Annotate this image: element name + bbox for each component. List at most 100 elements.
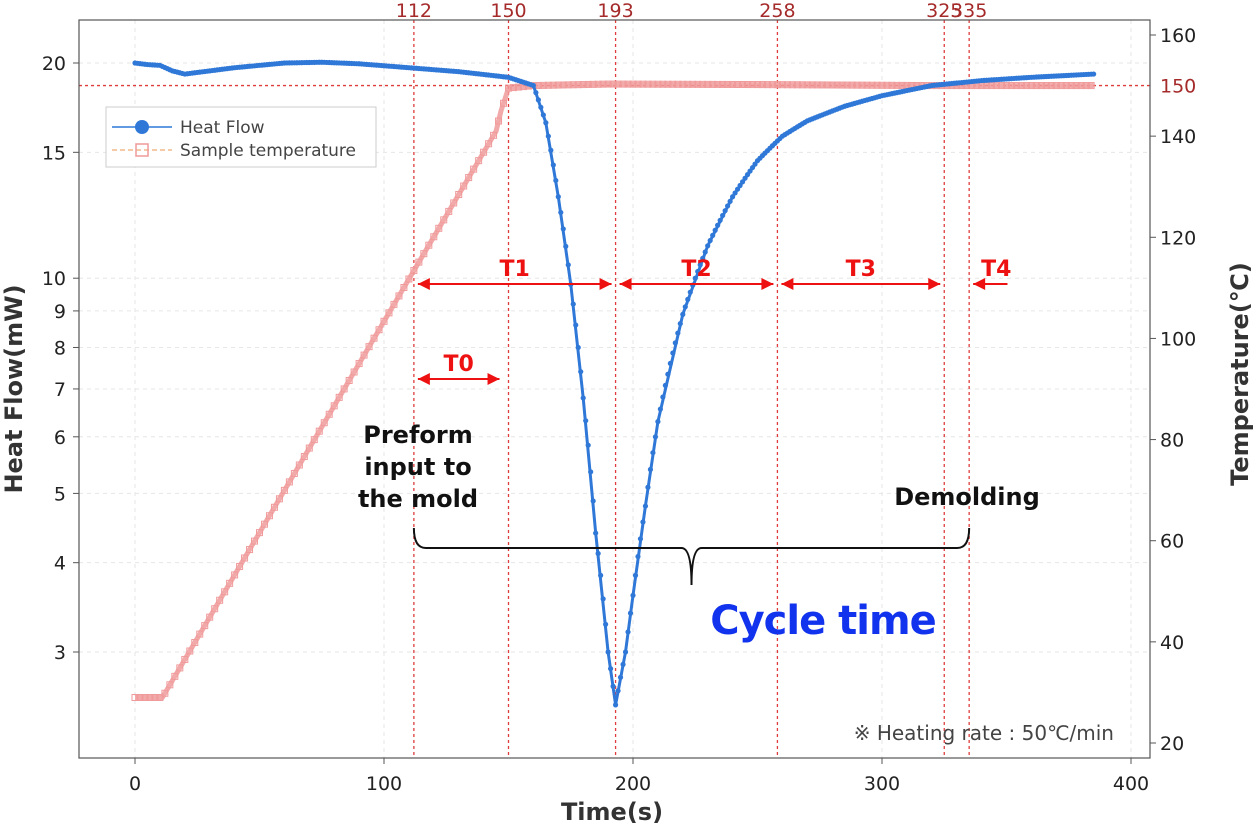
sample-temperature-point xyxy=(370,334,378,342)
sample-temperature-point xyxy=(1077,82,1085,90)
sample-temperature-point xyxy=(305,444,313,452)
sample-temperature-point xyxy=(1057,82,1065,90)
legend-heat-flow-marker xyxy=(135,120,149,134)
sample-temperature-point xyxy=(1042,82,1050,90)
interval-arrow-head-left xyxy=(417,278,430,290)
legend-heat-flow-label: Heat Flow xyxy=(180,118,265,138)
sample-temperature-point xyxy=(803,81,811,89)
heat-flow-point xyxy=(715,222,721,228)
heat-flow-point xyxy=(712,227,718,233)
sample-temperature-point xyxy=(191,639,199,647)
preform-label-line-1: Preform xyxy=(363,421,472,449)
sample-temperature-point xyxy=(1037,82,1045,90)
heat-flow-point xyxy=(734,186,741,192)
sample-temperature-point xyxy=(734,80,742,88)
y-tick-label: 5 xyxy=(54,483,66,505)
sample-temperature-point xyxy=(171,672,179,680)
sample-temperature-point xyxy=(574,81,582,89)
heat-flow-point xyxy=(680,311,686,317)
sample-temperature-point xyxy=(594,80,602,88)
sample-temperature-point xyxy=(873,81,881,89)
sample-temperature-point xyxy=(719,80,727,88)
interval-arrow-head-left xyxy=(781,278,794,290)
heat-flow-point xyxy=(700,255,706,261)
heat-flow-point xyxy=(670,350,676,356)
heat-flow-point xyxy=(530,82,537,89)
sample-temperature-point xyxy=(290,469,298,477)
heat-flow-point xyxy=(725,203,731,209)
sample-temperature-point xyxy=(893,81,901,89)
heat-flow-point xyxy=(570,301,576,307)
sample-temperature-point xyxy=(500,99,508,107)
sample-temperature-line xyxy=(135,81,1094,700)
sample-temperature-point xyxy=(823,81,831,89)
y2-tick-label: 100 xyxy=(1160,328,1196,350)
sample-temperature-point xyxy=(1007,82,1015,90)
heat-flow-point xyxy=(642,503,649,509)
interval-label: T4 xyxy=(981,257,1011,282)
sample-temperature-point xyxy=(714,80,722,88)
heat-flow-point xyxy=(583,418,589,424)
sample-temperature-point xyxy=(345,376,353,384)
sample-temperature-point xyxy=(559,81,567,89)
heat-flow-point xyxy=(573,322,579,328)
sample-temperature-point xyxy=(490,131,498,139)
sample-temperature-point xyxy=(624,80,632,88)
sample-temperature-point xyxy=(495,117,503,125)
sample-temperature-point xyxy=(679,80,687,88)
heat-flow-point xyxy=(580,395,586,401)
sample-temperature-point xyxy=(898,81,906,89)
heat-flow-point xyxy=(555,194,561,200)
sample-temperature-point xyxy=(649,80,657,88)
sample-temperature-point xyxy=(335,393,343,401)
demolding-label: Demolding xyxy=(894,483,1040,511)
cycle-time-brace xyxy=(412,527,971,586)
sample-temperature-point xyxy=(375,326,383,334)
y-tick-label: 6 xyxy=(54,427,66,449)
sample-temperature-point xyxy=(1017,82,1025,90)
sample-temperature-point xyxy=(415,258,423,266)
heat-flow-point xyxy=(640,519,646,525)
sample-temperature-point xyxy=(674,80,682,88)
heat-flow-point xyxy=(665,371,671,377)
sample-temperature-point xyxy=(211,605,219,613)
sample-temperature-point xyxy=(599,80,607,88)
y-tick-label: 20 xyxy=(42,53,66,75)
sample-temperature-point xyxy=(878,81,886,89)
heat-flow-point xyxy=(717,217,723,223)
sample-temperature-point xyxy=(514,83,522,91)
sample-temperature-point xyxy=(589,80,597,88)
sample-temperature-point xyxy=(400,283,408,291)
sample-temperature-point xyxy=(1022,82,1030,90)
sample-temperature-point xyxy=(793,81,801,89)
y-tick-label: 3 xyxy=(54,642,66,664)
sample-temperature-point xyxy=(136,693,144,701)
sample-temperature-point xyxy=(1032,82,1040,90)
sample-temperature-point xyxy=(231,571,239,579)
heat-flow-point xyxy=(550,162,556,168)
sample-temperature-point xyxy=(216,596,224,604)
sample-temperature-point xyxy=(380,317,388,325)
y2-tick-label: 20 xyxy=(1160,733,1184,755)
heat-flow-point xyxy=(603,621,609,627)
preform-label-line-2: input to xyxy=(364,453,471,481)
interval-arrow-head-right xyxy=(761,278,774,290)
heat-flow-point xyxy=(535,97,541,103)
heat-flow-point xyxy=(593,530,599,536)
axis-ticks: 0 100 200 300 400 3 4 5 6 7 8 9 10 15 20 20 40 60 80 100 120… xyxy=(42,25,1196,795)
sample-temperature-point xyxy=(614,80,622,88)
sample-temperature-point xyxy=(724,80,732,88)
sample-temperature-point xyxy=(768,81,776,89)
heat-flow-point xyxy=(705,243,711,249)
sample-temperature-point xyxy=(430,233,438,241)
sample-temperature-point xyxy=(420,250,428,258)
sample-temperature-point xyxy=(704,80,712,88)
sample-temperature-point xyxy=(848,81,856,89)
sample-temperature-point xyxy=(654,80,662,88)
heat-flow-point xyxy=(627,610,634,616)
sample-temperature-point xyxy=(465,174,473,182)
heat-flow-point xyxy=(590,498,596,504)
heat-flow-point xyxy=(655,419,661,425)
sample-temperature-point xyxy=(131,693,139,701)
heat-flow-point xyxy=(635,553,641,560)
